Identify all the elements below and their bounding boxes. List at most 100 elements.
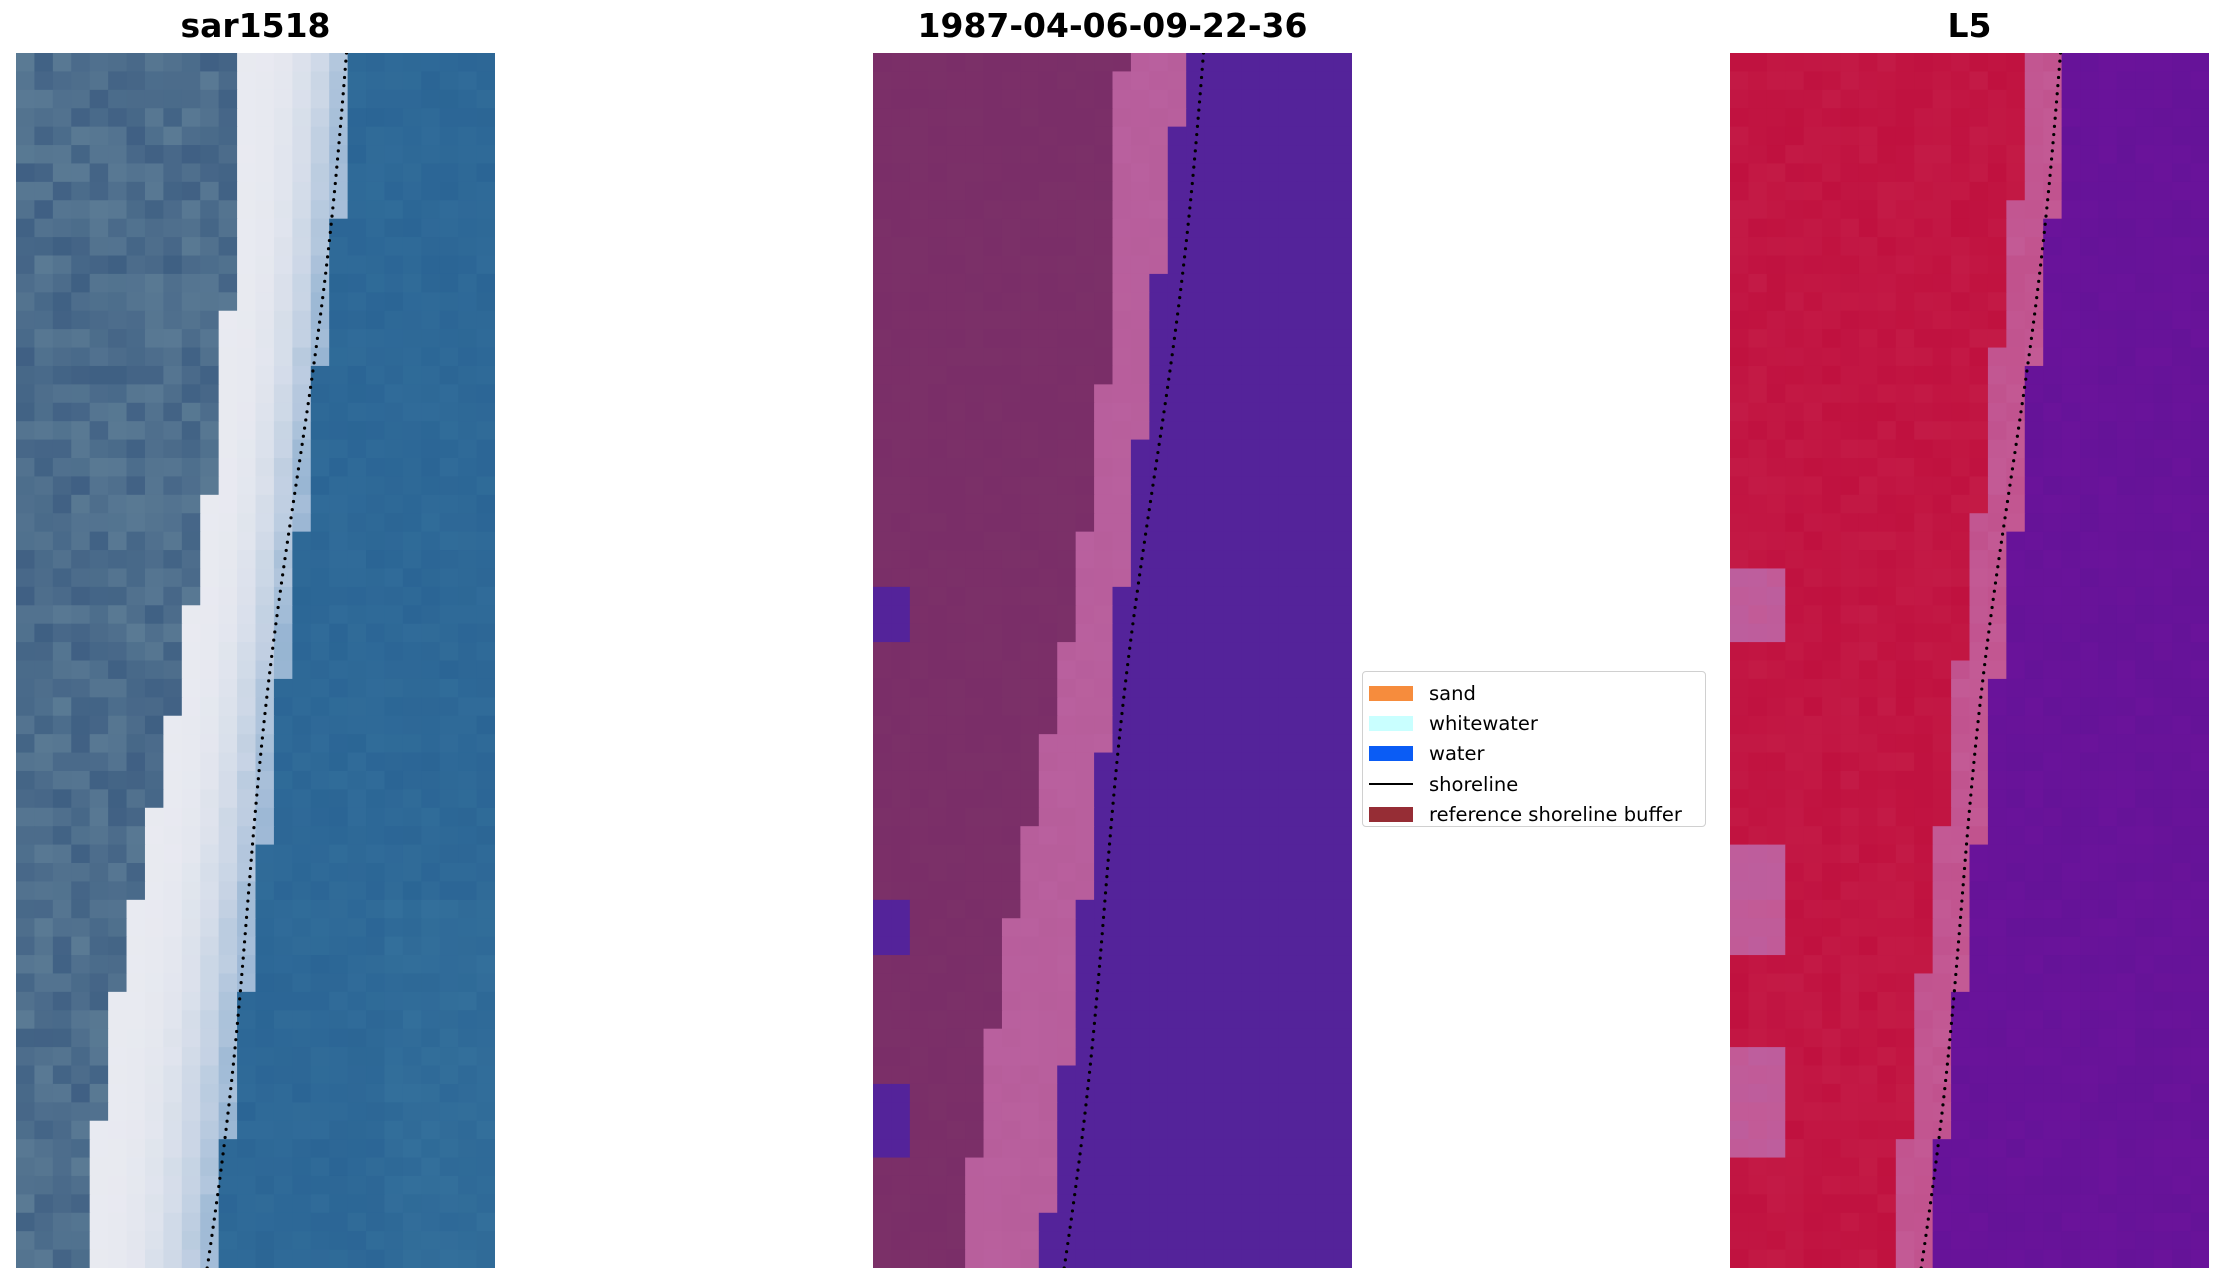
shoreline-point <box>304 418 308 422</box>
shoreline-point <box>234 1038 238 1042</box>
shoreline-point <box>2058 53 2063 55</box>
shoreline-point <box>285 540 289 544</box>
shoreline-point <box>1970 777 1974 781</box>
shoreline-point <box>2039 255 2044 259</box>
shoreline-point <box>224 1127 228 1131</box>
shoreline-point <box>338 124 343 128</box>
shoreline-point <box>270 654 274 659</box>
index-image <box>1730 53 2209 1268</box>
shoreline-point <box>1946 1054 1950 1058</box>
shoreline-point <box>322 287 326 292</box>
shoreline-point <box>1977 711 1981 716</box>
shoreline-point <box>2041 238 2046 243</box>
shoreline-point <box>1930 1193 1934 1197</box>
shoreline-point <box>1095 989 1099 993</box>
shoreline-point <box>1956 948 1960 952</box>
shoreline-point <box>1091 1038 1095 1042</box>
shoreline-point <box>276 605 280 610</box>
shoreline-point <box>1111 801 1115 805</box>
shoreline-point <box>1935 1152 1939 1156</box>
shoreline-point <box>223 1135 227 1140</box>
shoreline-point <box>2008 483 2012 487</box>
shoreline-point <box>207 1250 212 1254</box>
shoreline-point <box>1952 989 1956 993</box>
shoreline-point <box>1944 1070 1949 1074</box>
shoreline-point <box>1961 883 1965 887</box>
shoreline-point <box>1074 1184 1078 1189</box>
shoreline-point <box>298 459 302 463</box>
shoreline-point <box>1119 720 1123 724</box>
shoreline-point <box>1176 312 1180 316</box>
shoreline-point <box>1192 157 1197 161</box>
shoreline-point <box>1103 899 1107 903</box>
shoreline-point <box>1094 1005 1098 1009</box>
shoreline-point <box>2021 393 2025 398</box>
shoreline-point <box>286 532 291 536</box>
shoreline-point <box>1995 573 1999 577</box>
shoreline-point <box>2056 75 2061 80</box>
shoreline-point <box>1139 565 1143 569</box>
shoreline-point <box>2024 377 2028 381</box>
shoreline-point <box>283 556 287 561</box>
shoreline-point <box>306 402 310 406</box>
shoreline-point <box>1963 858 1967 862</box>
shoreline-point <box>1136 581 1141 585</box>
shoreline-point <box>332 198 336 202</box>
shoreline-point <box>1964 842 1969 846</box>
shoreline-point <box>307 393 311 398</box>
shoreline-point <box>313 353 317 357</box>
shoreline-point <box>1101 915 1106 919</box>
shoreline-point <box>255 793 259 797</box>
shoreline-point <box>1132 614 1136 618</box>
shoreline-point <box>1067 1233 1071 1237</box>
whitewater-swatch <box>1369 716 1413 732</box>
water-swatch <box>1369 746 1413 762</box>
shoreline-point <box>1936 1144 1940 1148</box>
shoreline-point <box>272 638 276 642</box>
shoreline-point <box>1939 1119 1943 1123</box>
shoreline-point <box>1964 850 1968 854</box>
shoreline-point <box>1077 1160 1081 1164</box>
shoreline-point <box>258 760 262 765</box>
shoreline-point <box>1980 687 1984 691</box>
shoreline-point <box>2027 353 2031 357</box>
shoreline-point <box>1151 483 1155 487</box>
shoreline-point <box>1969 793 1973 797</box>
shoreline-point <box>319 312 323 316</box>
shoreline-point <box>1092 1029 1096 1034</box>
shoreline-point <box>2004 508 2008 512</box>
shoreline-point <box>299 450 303 455</box>
shoreline-point <box>1191 173 1195 177</box>
shoreline-point <box>233 1046 237 1050</box>
shoreline-point <box>2018 418 2022 422</box>
shoreline-point <box>342 75 347 80</box>
shoreline-point <box>315 336 320 340</box>
shoreline-point <box>1952 997 1956 1001</box>
shoreline-point <box>1183 247 1188 251</box>
shoreline-point <box>1189 190 1194 194</box>
shoreline-point <box>1976 720 1980 724</box>
shoreline-point <box>237 1005 241 1009</box>
shoreline-point <box>1197 108 1201 112</box>
shoreline-point <box>2057 67 2061 71</box>
shoreline-point <box>1979 695 1983 699</box>
shoreline-point <box>1062 1266 1066 1268</box>
shoreline-point <box>1924 1233 1928 1237</box>
shoreline-point <box>1179 287 1183 292</box>
shoreline-point <box>1186 222 1190 226</box>
shoreline-point <box>1201 53 1206 55</box>
shoreline-point <box>240 972 244 977</box>
shoreline-point <box>1071 1201 1076 1205</box>
panel-title-rgb: sar1518 <box>180 6 331 45</box>
shoreline-point <box>1146 516 1150 520</box>
shoreline-point <box>1921 1250 1926 1254</box>
shoreline-point <box>278 589 282 593</box>
shoreline-point <box>209 1241 213 1246</box>
shoreline-point <box>311 369 315 373</box>
shoreline-point <box>1960 899 1964 903</box>
legend-item-sand: sand <box>1369 678 1695 708</box>
shoreline-point <box>308 385 313 389</box>
shoreline-point <box>271 646 275 650</box>
index-image-panel <box>1730 53 2209 1268</box>
shoreline-point <box>295 475 299 479</box>
